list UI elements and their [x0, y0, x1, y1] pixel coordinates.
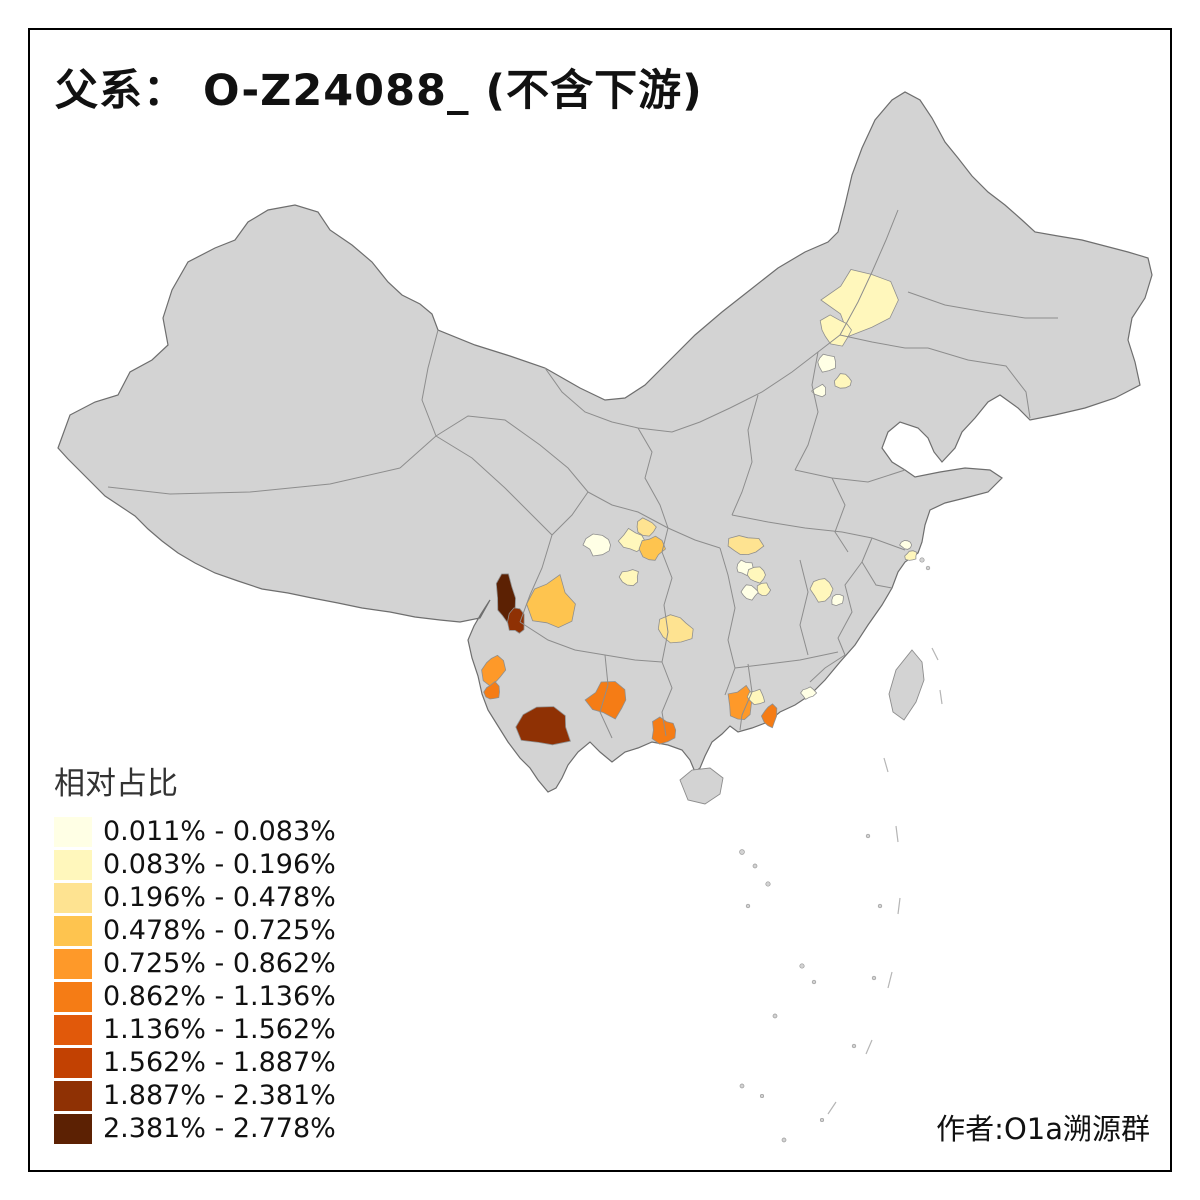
legend-item: 0.478% - 0.725%	[54, 916, 336, 946]
prefecture-region	[636, 517, 657, 537]
map-circle	[752, 863, 758, 869]
legend-item: 0.725% - 0.862%	[54, 949, 336, 979]
prefecture-region	[760, 703, 778, 729]
map-circle	[759, 1093, 765, 1099]
legend-swatch	[54, 1114, 92, 1144]
legend-item: 0.196% - 0.478%	[54, 883, 336, 913]
prefecture-region	[618, 569, 639, 587]
prefecture-region	[617, 527, 646, 553]
prefecture-region	[483, 681, 500, 700]
legend-item: 0.862% - 1.136%	[54, 982, 336, 1012]
legend-label: 0.196% - 0.478%	[103, 882, 336, 913]
legend-swatch	[54, 850, 92, 880]
prefecture-region	[800, 686, 818, 700]
prefecture-region	[507, 607, 525, 634]
map-circle	[877, 903, 883, 909]
hainan-island	[679, 767, 724, 805]
legend-item: 1.136% - 1.562%	[54, 1015, 336, 1045]
china-outline	[57, 91, 1153, 793]
page-title: 父系： O-Z24088_ (不含下游)	[55, 66, 703, 116]
map-circle	[811, 979, 817, 985]
prefecture-region	[831, 593, 844, 607]
legend-swatch	[54, 1015, 92, 1045]
legend-swatch	[54, 1081, 92, 1111]
prefecture-region	[833, 373, 852, 389]
map-circle	[799, 963, 805, 969]
legend-label: 0.011% - 0.083%	[103, 816, 336, 847]
prefecture-region	[904, 550, 918, 561]
map-circle	[739, 1083, 745, 1089]
legend-label: 0.725% - 0.862%	[103, 948, 336, 979]
prefecture-region	[727, 684, 754, 721]
prefecture-region	[727, 535, 765, 556]
islands	[679, 557, 943, 1143]
legend-label: 1.887% - 2.381%	[103, 1080, 336, 1111]
prefecture-region	[638, 535, 666, 561]
map-circle	[765, 881, 771, 887]
prefecture-region	[809, 578, 834, 603]
legend-title: 相对占比	[54, 766, 178, 802]
legend-label: 0.478% - 0.725%	[103, 915, 336, 946]
legend-label: 0.862% - 1.136%	[103, 981, 336, 1012]
prefecture-region	[582, 533, 611, 557]
prefecture-region	[740, 584, 760, 601]
taiwan-island	[888, 649, 925, 721]
legend: 相对占比 0.011% - 0.083% 0.083% - 0.196% 0.196…	[54, 758, 336, 1147]
prefecture-region	[746, 566, 766, 584]
map-circle	[919, 557, 925, 563]
legend-swatch	[54, 916, 92, 946]
prefecture-region	[515, 706, 571, 746]
prefecture-region	[819, 314, 852, 347]
prefecture-region	[651, 716, 677, 745]
highlighted-regions	[481, 269, 918, 746]
province-borders	[107, 209, 1058, 739]
legend-item: 0.011% - 0.083%	[54, 817, 336, 847]
legend-item: 1.562% - 1.887%	[54, 1048, 336, 1078]
legend-swatch	[54, 883, 92, 913]
prefecture-region	[584, 681, 627, 720]
legend-label: 1.562% - 1.887%	[103, 1047, 336, 1078]
legend-swatch	[54, 949, 92, 979]
map-circle	[745, 903, 751, 909]
legend-items: 0.011% - 0.083% 0.083% - 0.196% 0.196% - 0…	[54, 817, 336, 1144]
map-circle	[739, 849, 745, 855]
map-circle	[819, 1117, 825, 1123]
sea-boundary-dashes	[827, 647, 943, 1115]
prefecture-region	[820, 269, 899, 337]
legend-swatch	[54, 1048, 92, 1078]
legend-item: 1.887% - 2.381%	[54, 1081, 336, 1111]
legend-swatch	[54, 817, 92, 847]
prefecture-region	[899, 540, 913, 550]
attribution: 作者:O1a溯源群	[936, 1112, 1150, 1146]
legend-item: 2.381% - 2.778%	[54, 1114, 336, 1144]
legend-label: 1.136% - 1.562%	[103, 1014, 336, 1045]
prefecture-region	[817, 353, 837, 373]
map-circle	[772, 1013, 778, 1019]
legend-swatch	[54, 982, 92, 1012]
prefecture-region	[481, 654, 507, 687]
prefecture-region	[810, 383, 826, 398]
map-circle	[865, 833, 871, 839]
legend-item: 0.083% - 0.196%	[54, 850, 336, 880]
map-circle	[871, 975, 877, 981]
map-circle	[781, 1137, 787, 1143]
map-circle	[925, 565, 931, 571]
map-circle	[851, 1043, 857, 1049]
legend-label: 0.083% - 0.196%	[103, 849, 336, 880]
prefecture-region	[756, 582, 772, 596]
legend-label: 2.381% - 2.778%	[103, 1113, 336, 1144]
